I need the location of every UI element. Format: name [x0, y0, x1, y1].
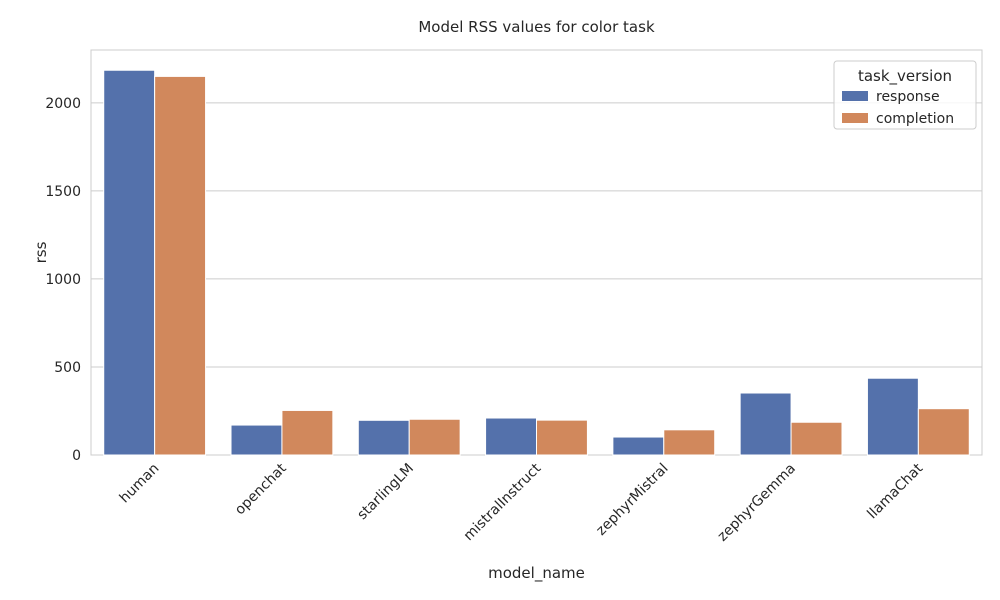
bar-response-zephyrMistral	[612, 436, 665, 456]
legend-swatch-completion	[842, 113, 868, 123]
bar-response-llamaChat	[866, 377, 919, 456]
legend: task_version response completion	[833, 60, 977, 130]
bar-response-human	[103, 69, 156, 456]
chart-title: Model RSS values for color task	[418, 18, 655, 36]
x-tick-label: zephyrMistral	[593, 461, 671, 539]
bar-completion-starlingLM	[408, 418, 461, 456]
bar-response-zephyrGemma	[739, 392, 792, 456]
y-tick-labels: 0 500 1000 1500 2000	[45, 96, 81, 464]
x-tick-label: zephyrGemma	[715, 461, 799, 545]
y-axis-label: rss	[32, 241, 50, 263]
y-tick-label: 500	[54, 360, 81, 376]
legend-label-response: response	[876, 89, 940, 105]
legend-swatch-response	[842, 91, 868, 101]
legend-title: task_version	[858, 67, 952, 86]
x-tick-label: starlingLM	[354, 461, 417, 524]
bar-completion-mistralInstruct	[536, 419, 588, 456]
bar-completion-llamaChat	[917, 408, 970, 456]
legend-items: response completion	[842, 89, 954, 127]
bars	[103, 69, 970, 456]
bar-completion-zephyrGemma	[790, 421, 843, 456]
legend-box	[833, 60, 977, 130]
bar-completion-zephyrMistral	[663, 429, 716, 456]
y-tick-label: 2000	[45, 96, 81, 112]
x-tick-label: openchat	[232, 460, 290, 518]
y-tick-label: 1500	[45, 184, 81, 200]
bar-response-starlingLM	[357, 419, 410, 456]
legend-label-completion: completion	[876, 111, 954, 127]
x-tick-label: mistralInstruct	[461, 460, 545, 544]
bar-completion-openchat	[281, 409, 334, 456]
x-tick-labels: human openchat starlingLM mistralInstruct ze…	[117, 460, 927, 545]
x-tick-label: llamaChat	[864, 460, 926, 522]
bar-completion-human	[154, 75, 207, 456]
bar-response-mistralInstruct	[485, 417, 538, 456]
y-tick-label: 1000	[45, 272, 81, 288]
y-tick-label: 0	[72, 448, 81, 464]
bar-response-openchat	[230, 424, 283, 456]
grid-lines	[91, 102, 982, 456]
x-tick-label: human	[117, 461, 163, 507]
x-axis-label: model_name	[488, 564, 585, 583]
